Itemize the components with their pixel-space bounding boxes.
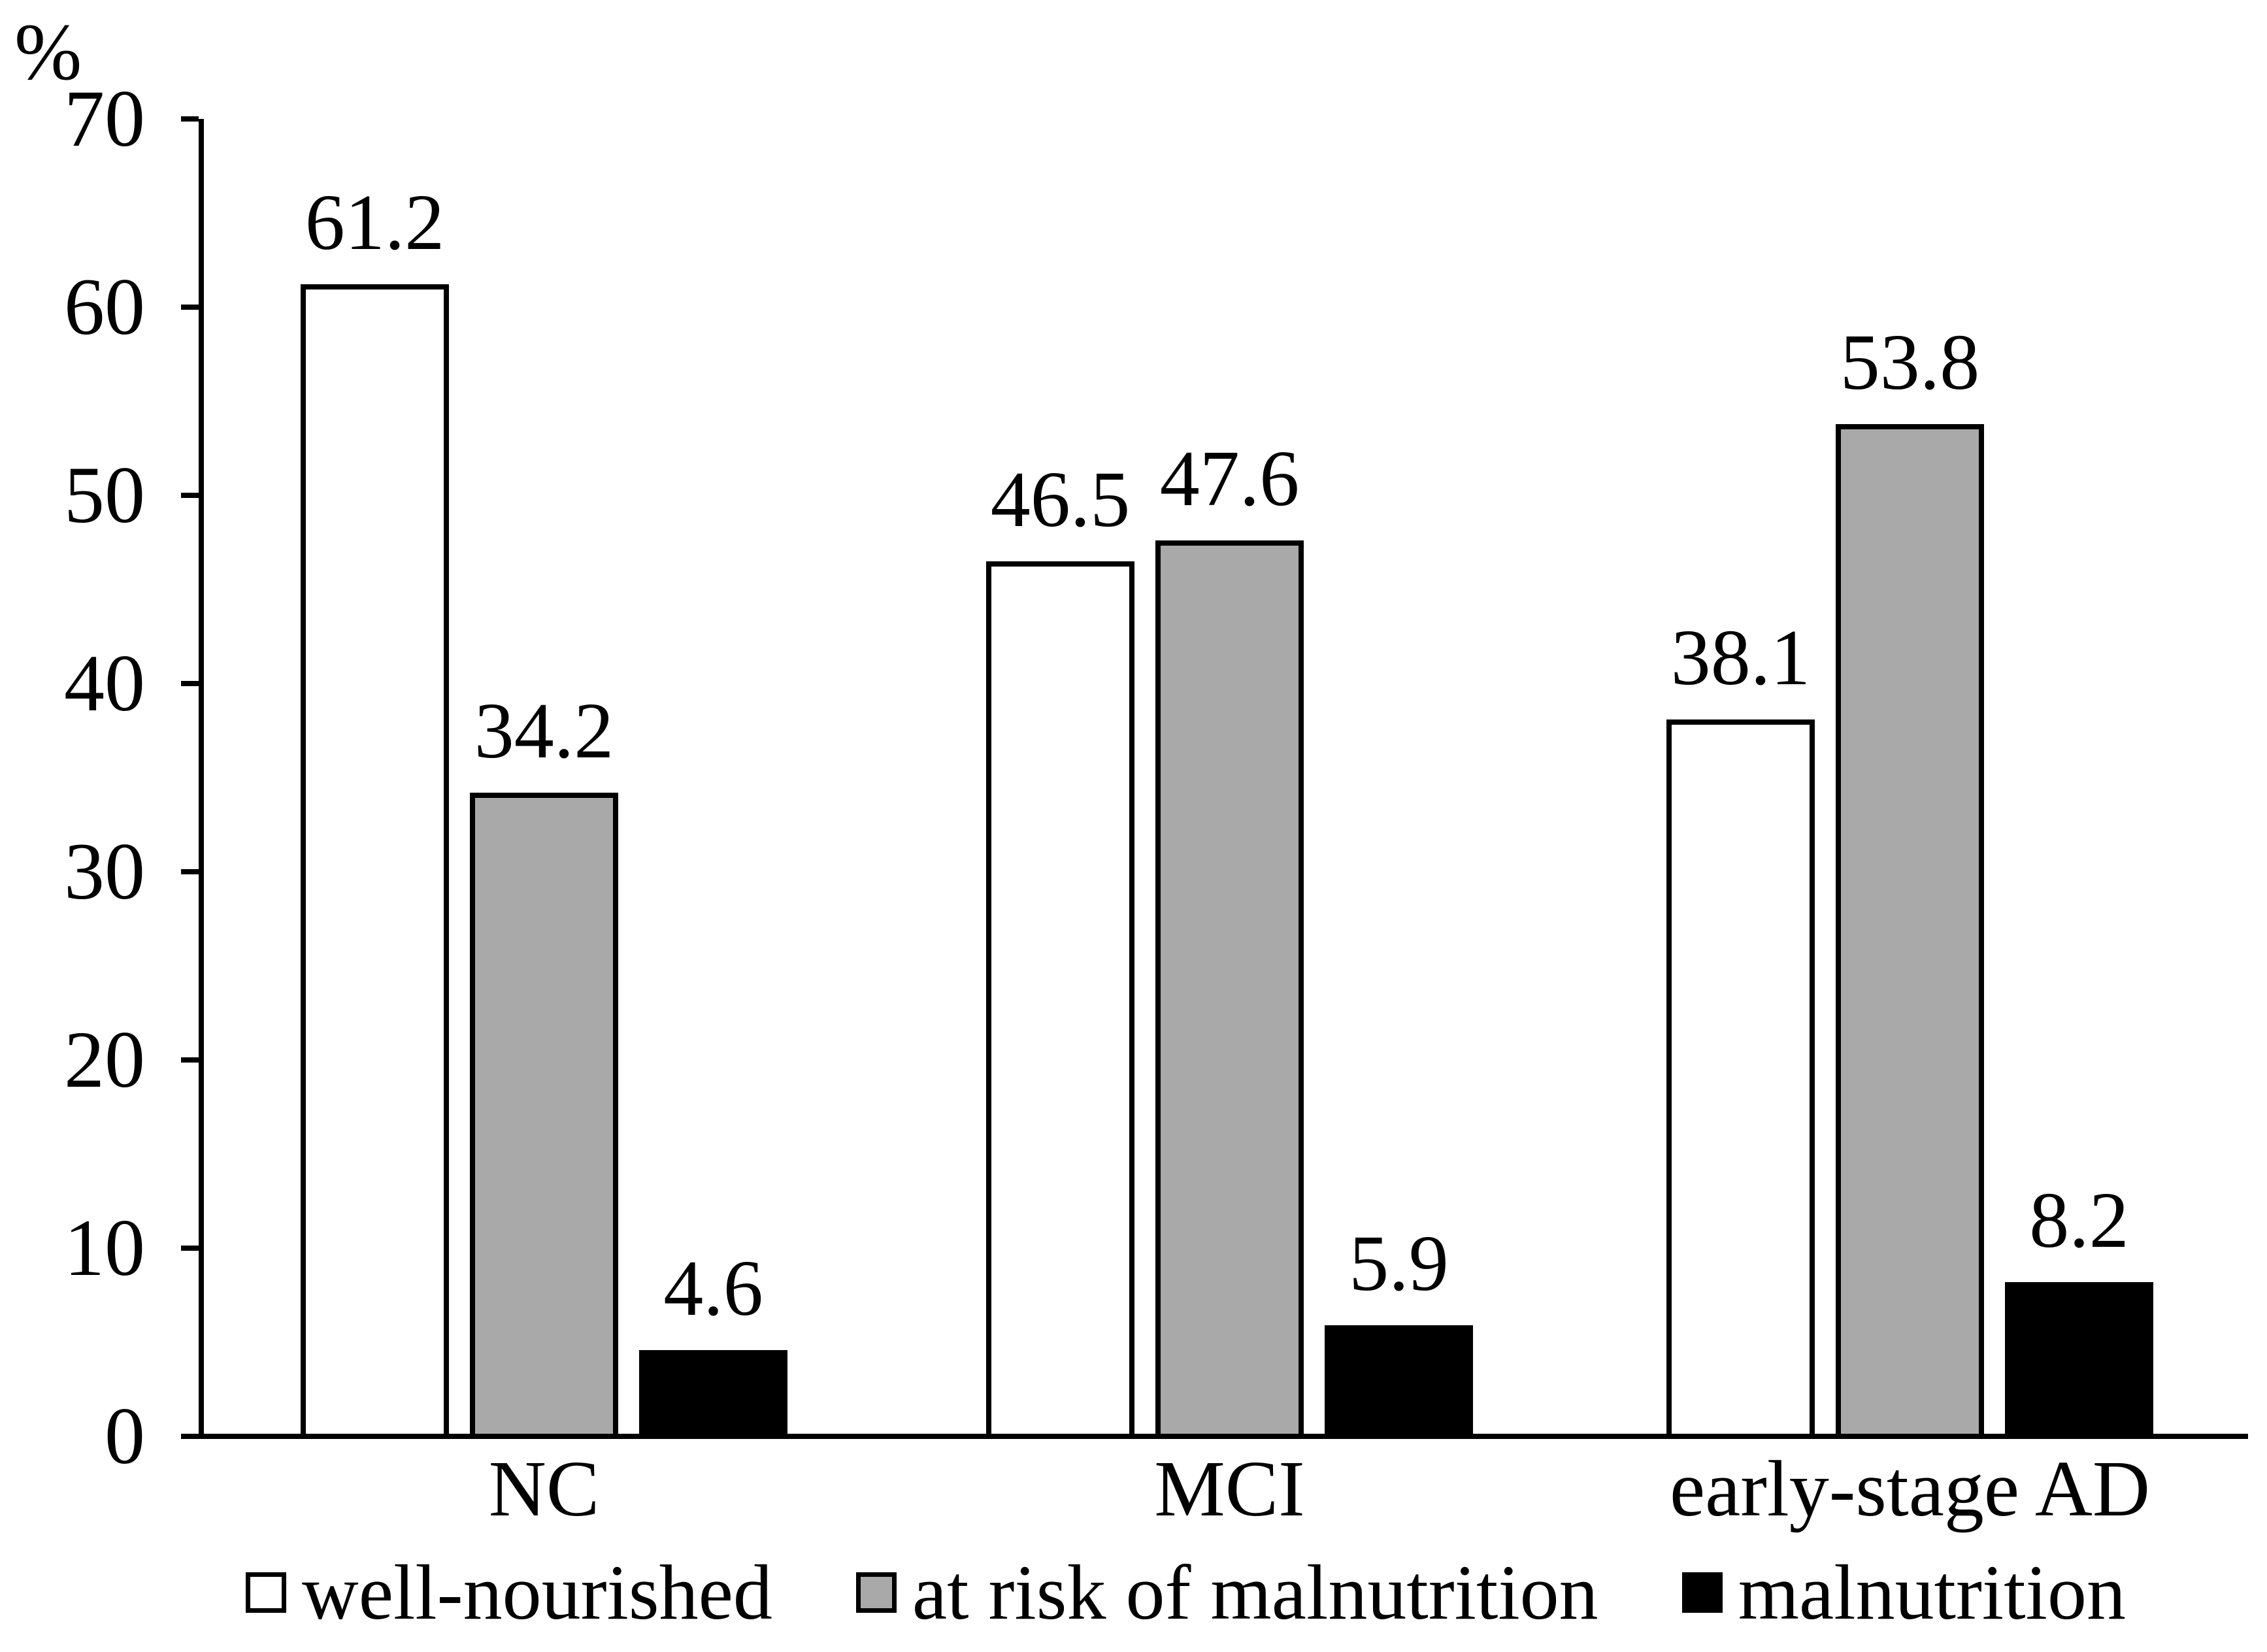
y-tick-label-60: 60 <box>64 262 145 352</box>
y-tick-mark-30 <box>181 869 199 874</box>
bar-at-risk-of-malnutrition-mci <box>1155 540 1304 1439</box>
bar-value-label-malnutrition-mci: 5.9 <box>1349 1219 1449 1308</box>
bar-value-label-malnutrition-nc: 4.6 <box>663 1244 763 1332</box>
bar-value-label-well-nourished-nc: 61.2 <box>305 178 445 267</box>
bar-malnutrition-early-stage-ad <box>2005 1281 2153 1439</box>
y-tick-mark-0 <box>181 1434 199 1439</box>
bar-malnutrition-nc <box>639 1349 787 1439</box>
bar-at-risk-of-malnutrition-early-stage-ad <box>1836 423 1984 1439</box>
y-tick-mark-50 <box>181 493 199 498</box>
y-tick-mark-10 <box>181 1246 199 1251</box>
y-tick-label-30: 30 <box>64 827 145 916</box>
bar-value-label-well-nourished-mci: 46.5 <box>990 455 1131 544</box>
legend-item-at-risk-of-malnutrition: at risk of malnutrition <box>855 1549 1598 1636</box>
legend-label-well-nourished: well-nourished <box>302 1549 772 1636</box>
y-axis-unit-label: % <box>14 7 82 97</box>
bar-malnutrition-mci <box>1325 1325 1473 1439</box>
y-tick-label-40: 40 <box>64 638 145 728</box>
legend-swatch-malnutrition <box>1681 1572 1723 1613</box>
bar-at-risk-of-malnutrition-nc <box>470 793 618 1439</box>
y-tick-mark-70 <box>181 116 199 122</box>
y-tick-label-50: 50 <box>64 450 145 540</box>
y-tick-label-10: 10 <box>64 1203 145 1293</box>
y-tick-mark-40 <box>181 681 199 686</box>
y-tick-label-0: 0 <box>105 1391 145 1481</box>
legend-item-well-nourished: well-nourished <box>246 1553 772 1632</box>
y-tick-mark-20 <box>181 1057 199 1063</box>
bar-value-label-malnutrition-early-stage-ad: 8.2 <box>2029 1176 2129 1264</box>
y-axis-line <box>199 119 204 1439</box>
x-category-label-nc: NC <box>488 1445 600 1533</box>
y-tick-mark-60 <box>181 305 199 310</box>
legend-label-malnutrition: malnutrition <box>1738 1549 2126 1636</box>
bar-value-label-at-risk-of-malnutrition-nc: 34.2 <box>474 687 614 776</box>
bar-value-label-well-nourished-early-stage-ad: 38.1 <box>1670 613 1811 702</box>
legend: well-nourished at risk of malnutrition mal… <box>105 1550 2267 1635</box>
bar-well-nourished-early-stage-ad <box>1666 719 1815 1439</box>
legend-item-malnutrition: malnutrition <box>1681 1549 2126 1636</box>
bar-value-label-at-risk-of-malnutrition-early-stage-ad: 53.8 <box>1840 318 1980 406</box>
legend-swatch-at-risk-of-malnutrition <box>855 1572 897 1613</box>
x-category-label-mci: MCI <box>1154 1445 1305 1533</box>
y-tick-label-20: 20 <box>64 1015 145 1104</box>
bar-well-nourished-mci <box>986 561 1134 1439</box>
legend-label-at-risk-of-malnutrition: at risk of malnutrition <box>912 1549 1598 1636</box>
legend-swatch-well-nourished <box>246 1572 287 1613</box>
bar-well-nourished-nc <box>301 284 449 1439</box>
y-tick-label-70: 70 <box>64 74 145 163</box>
bar-value-label-at-risk-of-malnutrition-mci: 47.6 <box>1159 435 1300 523</box>
x-category-label-early-stage-ad: early-stage AD <box>1669 1445 2151 1533</box>
